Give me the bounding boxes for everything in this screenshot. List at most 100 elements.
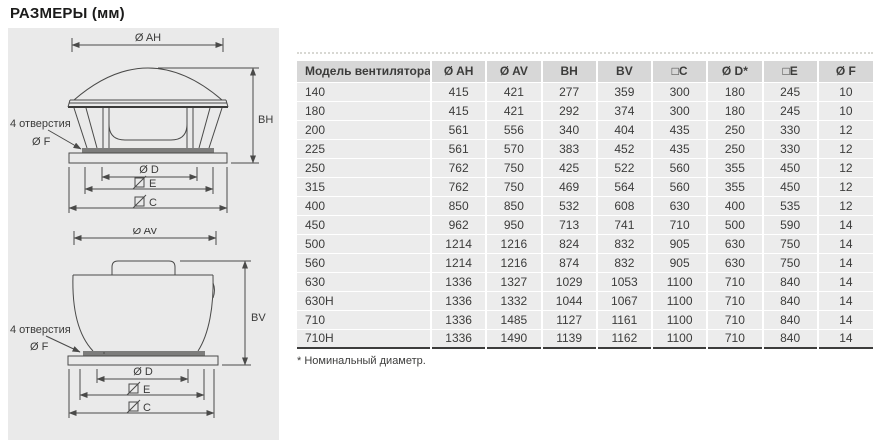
value-cell: 250 <box>707 120 764 140</box>
value-cell: 450 <box>762 158 819 178</box>
value-cell: 14 <box>817 291 873 311</box>
column-header-7: □E <box>762 61 819 83</box>
value-cell: 355 <box>707 158 764 178</box>
value-cell: 10 <box>817 101 873 121</box>
value-cell: 1216 <box>486 253 543 273</box>
value-cell: 1214 <box>431 234 488 254</box>
dim-label-av: Ø AV <box>133 228 159 237</box>
value-cell: 277 <box>541 82 598 102</box>
column-header-8: Ø F <box>817 61 873 83</box>
value-cell: 14 <box>817 310 873 330</box>
dim-label-e: E <box>143 384 150 396</box>
value-cell: 404 <box>596 120 654 140</box>
value-cell: 905 <box>652 253 709 273</box>
table-row: 500 1214 1216 824 832 905 630 750 14 <box>297 234 873 254</box>
value-cell: 630 <box>707 234 764 254</box>
footnote: * Номинальный диаметр. <box>297 355 426 367</box>
value-cell: 300 <box>652 82 709 102</box>
value-cell: 608 <box>596 196 654 216</box>
value-cell: 832 <box>596 234 654 254</box>
value-cell: 340 <box>541 120 598 140</box>
dim-label-ah: Ø AH <box>135 32 161 44</box>
value-cell: 713 <box>541 215 598 235</box>
value-cell: 840 <box>762 310 819 330</box>
value-cell: 710 <box>707 329 764 348</box>
table-row: 630 1336 1327 1029 1053 1100 710 840 14 <box>297 272 873 292</box>
dim-label-bv: BV <box>251 312 266 324</box>
value-cell: 560 <box>652 158 709 178</box>
value-cell: 330 <box>762 120 819 140</box>
value-cell: 630 <box>652 196 709 216</box>
value-cell: 1327 <box>486 272 543 292</box>
model-cell: 315 <box>297 177 432 197</box>
value-cell: 435 <box>652 120 709 140</box>
value-cell: 561 <box>431 139 488 159</box>
value-cell: 435 <box>652 139 709 159</box>
table-row: 250 762 750 425 522 560 355 450 12 <box>297 158 873 178</box>
value-cell: 750 <box>762 234 819 254</box>
value-cell: 1214 <box>431 253 488 273</box>
model-cell: 630H <box>297 291 432 311</box>
value-cell: 750 <box>486 177 543 197</box>
dim-label-f: Ø F <box>32 136 51 148</box>
value-cell: 14 <box>817 234 873 254</box>
dimensions-table-zone: Модель вентилятора Ø AH Ø AV BH BV □C Ø D* □E Ø … <box>297 52 873 367</box>
value-cell: 1332 <box>486 291 543 311</box>
value-cell: 1336 <box>431 329 488 348</box>
dim-label-c: C <box>143 402 151 414</box>
value-cell: 832 <box>596 253 654 273</box>
table-row: 400 850 850 532 608 630 400 535 12 <box>297 196 873 216</box>
value-cell: 560 <box>652 177 709 197</box>
value-cell: 1336 <box>431 272 488 292</box>
value-cell: 840 <box>762 272 819 292</box>
value-cell: 425 <box>541 158 598 178</box>
value-cell: 469 <box>541 177 598 197</box>
value-cell: 1029 <box>541 272 598 292</box>
value-cell: 1336 <box>431 310 488 330</box>
column-header-5: □C <box>652 61 709 83</box>
base-plate <box>67 355 219 366</box>
column-header-3: BH <box>541 61 598 83</box>
value-cell: 710 <box>707 272 764 292</box>
model-cell: 180 <box>297 101 432 121</box>
model-cell: 630 <box>297 272 432 292</box>
value-cell: 245 <box>762 101 819 121</box>
table-top-dotted-rule <box>297 52 873 54</box>
table-row: 560 1214 1216 874 832 905 630 750 14 <box>297 253 873 273</box>
value-cell: 12 <box>817 158 873 178</box>
value-cell: 292 <box>541 101 598 121</box>
model-cell: 500 <box>297 234 432 254</box>
dim-label-c: C <box>149 197 157 209</box>
value-cell: 561 <box>431 120 488 140</box>
value-cell: 330 <box>762 139 819 159</box>
value-cell: 962 <box>431 215 488 235</box>
value-cell: 564 <box>596 177 654 197</box>
value-cell: 180 <box>707 101 764 121</box>
dim-label-bh: BH <box>258 114 273 126</box>
value-cell: 1067 <box>596 291 654 311</box>
value-cell: 500 <box>707 215 764 235</box>
value-cell: 12 <box>817 196 873 216</box>
mounting-flange <box>82 148 214 153</box>
square-diagonal-icon <box>132 175 147 190</box>
value-cell: 710 <box>652 215 709 235</box>
value-cell: 10 <box>817 82 873 102</box>
table-row: 710H 1336 1490 1139 1162 1100 710 840 14 <box>297 329 873 348</box>
value-cell: 14 <box>817 272 873 292</box>
value-cell: 452 <box>596 139 654 159</box>
vertical-fan-diagram: Ø AV BV 4 отверстия Ø F <box>10 228 266 418</box>
value-cell: 1100 <box>652 310 709 330</box>
dim-label-f: Ø F <box>30 341 49 353</box>
value-cell: 556 <box>486 120 543 140</box>
value-cell: 710 <box>707 291 764 311</box>
value-cell: 450 <box>762 177 819 197</box>
table-body: 140 415 421 277 359 300 180 245 10 180 415 421 292 37… <box>297 82 873 348</box>
value-cell: 850 <box>431 196 488 216</box>
value-cell: 1139 <box>541 329 598 348</box>
model-cell: 710 <box>297 310 432 330</box>
table-header-row: Модель вентилятора Ø AH Ø AV BH BV □C Ø D* □E Ø … <box>297 61 873 83</box>
value-cell: 750 <box>486 158 543 178</box>
model-cell: 400 <box>297 196 432 216</box>
value-cell: 374 <box>596 101 654 121</box>
column-header-4: BV <box>596 61 654 83</box>
